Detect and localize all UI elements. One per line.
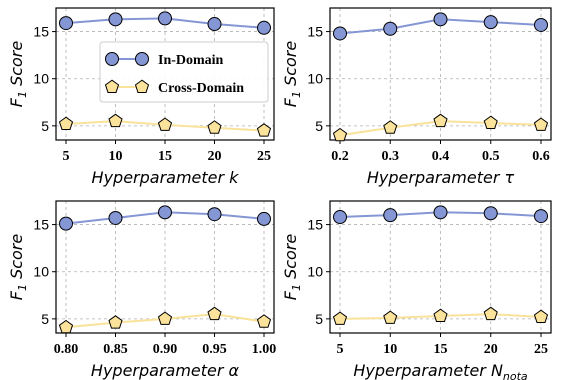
in-domain-point — [534, 17, 548, 32]
y-axis-label: F1 Score — [7, 234, 29, 301]
x-tick-label: 0.5 — [482, 149, 500, 164]
y-tick-label: 5 — [315, 118, 323, 134]
x-tick-label: 15 — [158, 149, 172, 164]
in-domain-point — [257, 211, 271, 226]
cross-domain-point — [58, 319, 74, 334]
in-domain-point — [108, 210, 123, 225]
legend-in-domain-marker — [135, 52, 149, 66]
y-tick-label: 15 — [33, 217, 49, 233]
cross-domain-point — [157, 311, 173, 325]
x-tick-label: 5 — [63, 149, 70, 164]
cross-domain-point — [533, 117, 549, 131]
x-tick-label: 20 — [208, 149, 222, 164]
in-domain-point — [158, 205, 172, 220]
x-tick-label: 0.6 — [532, 149, 550, 164]
in-domain-point — [483, 206, 498, 221]
in-domain-point — [108, 12, 123, 27]
in-domain-point — [257, 20, 271, 35]
y-tick-label: 10 — [307, 71, 323, 87]
in-domain-point — [207, 17, 222, 32]
cross-domain-point — [108, 113, 123, 128]
x-tick-label: 25 — [534, 342, 548, 357]
cross-domain-point — [207, 306, 222, 321]
in-domain-point — [383, 21, 398, 36]
y-axis-label: F1 Score — [7, 41, 29, 108]
cross-domain-point — [483, 115, 498, 129]
x-axis-label: Hyperparameter α — [91, 361, 240, 380]
cross-domain-point — [207, 120, 222, 134]
in-domain-point — [59, 16, 73, 31]
in-domain-point — [333, 26, 347, 41]
cross-domain-point — [157, 117, 173, 131]
cross-domain-point — [256, 123, 272, 137]
in-domain-point — [483, 15, 498, 30]
y-tick-label: 15 — [307, 217, 323, 233]
y-tick-label: 15 — [307, 24, 323, 40]
cross-domain-point — [108, 315, 123, 329]
cross-domain-point — [58, 116, 74, 130]
x-tick-label: 0.95 — [202, 342, 227, 357]
x-tick-label: 10 — [383, 342, 397, 357]
x-tick-label: 0.90 — [153, 342, 178, 357]
legend-in-domain-label: In-Domain — [158, 53, 224, 68]
in-domain-point — [383, 208, 398, 223]
cross-domain-point — [332, 311, 348, 325]
cross-domain-point — [383, 120, 398, 134]
in-domain-point — [158, 11, 172, 26]
x-axis-label: Hyperparameter τ — [367, 168, 515, 187]
cross-domain-point — [383, 310, 398, 324]
x-axis-label: Hyperparameter Nnota — [353, 361, 528, 380]
cross-domain-point — [433, 113, 448, 128]
in-domain-point — [207, 207, 222, 222]
in-domain-point — [534, 209, 548, 224]
x-tick-label: 1.00 — [252, 342, 277, 357]
x-tick-label: 25 — [257, 149, 271, 164]
cross-domain-point — [433, 308, 448, 322]
legend-cross-domain-marker — [134, 79, 150, 93]
legend-cross-domain-label: Cross-Domain — [158, 81, 244, 96]
y-axis-label: F1 Score — [281, 41, 303, 108]
legend-cross-domain-marker — [104, 79, 120, 93]
x-tick-label: 20 — [484, 342, 498, 357]
x-tick-label: 0.80 — [54, 342, 79, 357]
y-tick-label: 10 — [33, 264, 49, 280]
x-tick-label: 0.4 — [432, 149, 450, 164]
x-tick-label: 5 — [337, 342, 344, 357]
x-tick-label: 15 — [434, 342, 448, 357]
x-axis-label: Hyperparameter k — [92, 168, 240, 187]
x-tick-label: 10 — [109, 149, 123, 164]
cross-domain-point — [483, 306, 498, 321]
legend — [99, 41, 269, 103]
cross-domain-point — [256, 314, 272, 328]
in-domain-point — [333, 210, 347, 225]
x-tick-label: 0.2 — [331, 149, 349, 164]
y-tick-label: 5 — [315, 311, 323, 327]
in-domain-point — [433, 205, 448, 220]
x-tick-label: 0.3 — [382, 149, 400, 164]
y-axis-label: F1 Score — [281, 234, 303, 301]
cross-domain-point — [533, 309, 549, 323]
in-domain-point — [59, 216, 73, 231]
y-tick-label: 5 — [41, 311, 49, 327]
y-tick-label: 10 — [307, 264, 323, 280]
y-tick-label: 5 — [41, 118, 49, 134]
x-tick-label: 0.85 — [103, 342, 128, 357]
y-tick-label: 10 — [33, 71, 49, 87]
legend-in-domain-marker — [105, 52, 119, 66]
cross-domain-point — [332, 127, 348, 142]
y-tick-label: 15 — [33, 24, 49, 40]
in-domain-point — [433, 12, 448, 27]
